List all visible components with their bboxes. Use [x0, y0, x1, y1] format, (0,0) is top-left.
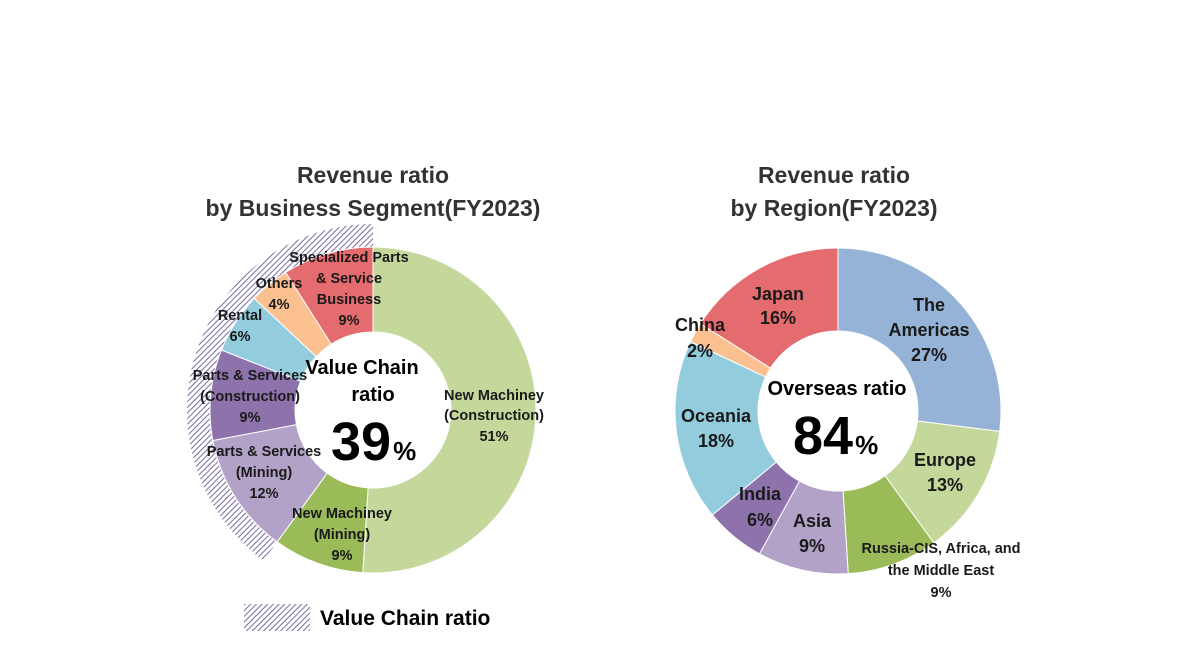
c1-label-new-mining-l2: (Mining)	[314, 527, 371, 543]
chart1-center-line1: Value Chain	[305, 357, 418, 379]
chart1-slice-0	[362, 246, 537, 574]
c1-label-new-construction-value: 51%	[479, 429, 508, 445]
c1-label-ps-mining-value: 12%	[249, 486, 278, 502]
c2-label-oceania-value: 18%	[698, 431, 734, 451]
chart2-labels: The Americas 27% Europe 13% Russia-CIS, …	[675, 284, 1021, 601]
chart2-center-unit: %	[855, 430, 878, 460]
c2-label-europe: Europe	[914, 450, 976, 470]
c2-label-japan-value: 16%	[760, 308, 796, 328]
chart1-center-value: 39%	[331, 412, 416, 472]
chart1-title-line1: Revenue ratio	[297, 162, 449, 188]
c1-label-ps-construction-value: 9%	[240, 410, 261, 426]
c1-label-rental: Rental	[218, 308, 262, 324]
c2-label-india: India	[739, 484, 782, 504]
c2-label-japan: Japan	[752, 284, 804, 304]
c2-label-india-value: 6%	[747, 510, 773, 530]
chart1-title-line2: by Business Segment(FY2023)	[206, 195, 541, 221]
c2-label-asia-value: 9%	[799, 536, 825, 556]
c2-label-europe-value: 13%	[927, 475, 963, 495]
chart1-center-line2: ratio	[351, 384, 394, 406]
chart2-center-label: Overseas ratio	[768, 378, 907, 400]
chart1-slice-6	[284, 246, 374, 345]
c2-label-asia: Asia	[793, 511, 832, 531]
c2-label-oceania: Oceania	[681, 406, 752, 426]
c1-label-ps-mining-l2: (Mining)	[236, 465, 293, 481]
c1-label-rental-value: 6%	[230, 329, 251, 345]
c1-label-specialized-l1: Specialized Parts	[289, 250, 408, 266]
c1-label-others-value: 4%	[269, 297, 290, 313]
c2-label-russia-l1: Russia-CIS, Africa, and	[861, 541, 1020, 557]
c2-label-americas-l2: Americas	[888, 320, 969, 340]
legend-label: Value Chain ratio	[320, 607, 490, 630]
c2-label-americas-l1: The	[913, 295, 945, 315]
c1-label-new-mining-value: 9%	[332, 548, 353, 564]
chart2-slices	[674, 247, 1002, 575]
chart2-title-line1: Revenue ratio	[758, 162, 910, 188]
c1-label-ps-mining-l1: Parts & Services	[207, 444, 321, 460]
c1-label-new-construction-l1: New Machiney	[444, 388, 544, 404]
legend-swatch	[244, 604, 310, 631]
c2-label-americas-value: 27%	[911, 345, 947, 365]
c1-label-specialized-value: 9%	[339, 313, 360, 329]
chart1-slices	[209, 246, 537, 574]
chart2-center-number: 84	[793, 406, 853, 466]
c1-label-new-mining-l1: New Machiney	[292, 506, 392, 522]
c2-label-china-value: 2%	[687, 341, 713, 361]
c1-label-specialized-l2: & Service	[316, 271, 382, 287]
c1-label-others: Others	[256, 276, 303, 292]
c1-label-ps-construction-l2: (Construction)	[200, 389, 300, 405]
c2-label-china: China	[675, 315, 726, 335]
c2-label-russia-l2: the Middle East	[888, 563, 995, 579]
c1-label-ps-construction-l1: Parts & Services	[193, 368, 307, 384]
c1-label-new-construction-l2: (Construction)	[444, 408, 544, 424]
chart2-center-value: 84%	[793, 406, 878, 466]
chart1-labels: New Machiney (Construction) 51% New Mach…	[193, 250, 544, 564]
chart1-center-number: 39	[331, 412, 391, 472]
chart2-slice-0	[837, 247, 1002, 432]
chart2-slice-7	[699, 247, 839, 369]
chart2-title-line2: by Region(FY2023)	[730, 195, 937, 221]
value-chain-arc	[187, 224, 373, 561]
c2-label-russia-value: 9%	[931, 585, 952, 601]
chart1-center-unit: %	[393, 436, 416, 466]
c1-label-specialized-l3: Business	[317, 292, 381, 308]
chart2-slice-5	[674, 340, 778, 516]
